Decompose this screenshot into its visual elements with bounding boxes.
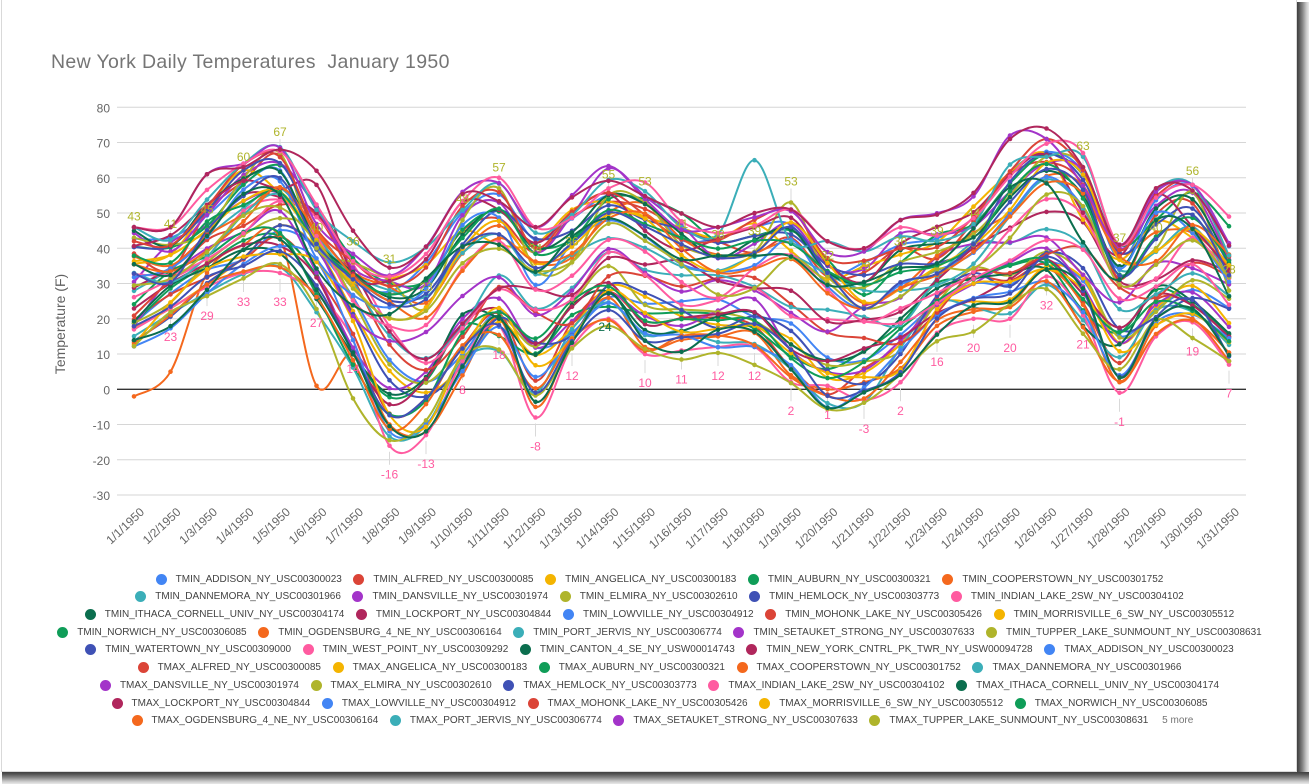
svg-text:33: 33 bbox=[237, 295, 251, 309]
svg-text:-30: -30 bbox=[93, 489, 111, 503]
svg-text:57: 57 bbox=[492, 160, 506, 174]
svg-text:27: 27 bbox=[310, 316, 324, 330]
svg-text:40: 40 bbox=[310, 220, 324, 234]
svg-text:24: 24 bbox=[598, 320, 612, 334]
svg-text:32: 32 bbox=[821, 249, 835, 263]
svg-text:80: 80 bbox=[97, 101, 111, 115]
svg-text:-3: -3 bbox=[859, 422, 870, 436]
svg-text:20: 20 bbox=[967, 341, 981, 355]
svg-text:19: 19 bbox=[1186, 344, 1200, 358]
svg-text:0: 0 bbox=[103, 383, 110, 397]
svg-text:-13: -13 bbox=[417, 457, 435, 471]
svg-text:23: 23 bbox=[419, 280, 433, 294]
svg-text:1/1/1950: 1/1/1950 bbox=[103, 505, 147, 547]
svg-text:1/7/1950: 1/7/1950 bbox=[322, 505, 366, 547]
svg-text:1/6/1950: 1/6/1950 bbox=[286, 505, 330, 547]
svg-text:12: 12 bbox=[748, 369, 762, 383]
svg-text:41: 41 bbox=[164, 217, 178, 231]
svg-text:7: 7 bbox=[1226, 387, 1233, 401]
svg-text:-8: -8 bbox=[530, 440, 541, 454]
svg-text:37: 37 bbox=[1113, 231, 1127, 245]
svg-text:10: 10 bbox=[97, 348, 111, 362]
svg-text:48: 48 bbox=[456, 192, 470, 206]
svg-text:-16: -16 bbox=[381, 468, 399, 482]
svg-text:36: 36 bbox=[346, 234, 360, 248]
svg-text:2: 2 bbox=[897, 404, 904, 418]
svg-text:1/3/1950: 1/3/1950 bbox=[176, 505, 220, 547]
svg-text:70: 70 bbox=[97, 137, 111, 151]
svg-text:39: 39 bbox=[930, 224, 944, 238]
svg-text:60: 60 bbox=[97, 172, 111, 186]
svg-text:55: 55 bbox=[602, 167, 616, 181]
svg-text:12: 12 bbox=[711, 369, 725, 383]
svg-text:20: 20 bbox=[97, 313, 111, 327]
svg-text:53: 53 bbox=[784, 175, 798, 189]
svg-text:1/8/1950: 1/8/1950 bbox=[359, 505, 403, 547]
svg-text:-10: -10 bbox=[93, 419, 111, 433]
svg-text:14: 14 bbox=[346, 362, 360, 376]
svg-text:-20: -20 bbox=[93, 454, 111, 468]
svg-text:56: 56 bbox=[1186, 164, 1200, 178]
svg-text:44: 44 bbox=[967, 206, 981, 220]
svg-text:23: 23 bbox=[164, 330, 178, 344]
svg-text:39: 39 bbox=[748, 224, 762, 238]
svg-text:30: 30 bbox=[97, 278, 111, 292]
svg-text:29: 29 bbox=[857, 259, 871, 273]
svg-text:40: 40 bbox=[1149, 220, 1163, 234]
svg-text:45: 45 bbox=[200, 203, 214, 217]
svg-text:-1: -1 bbox=[1114, 415, 1125, 429]
svg-text:67: 67 bbox=[273, 125, 287, 139]
svg-text:20: 20 bbox=[1003, 341, 1017, 355]
svg-text:1/4/1950: 1/4/1950 bbox=[213, 505, 257, 547]
svg-text:Temperature (F): Temperature (F) bbox=[52, 274, 68, 374]
svg-text:12: 12 bbox=[565, 369, 579, 383]
svg-text:50: 50 bbox=[97, 207, 111, 221]
svg-text:33: 33 bbox=[273, 295, 287, 309]
svg-text:53: 53 bbox=[638, 175, 652, 189]
svg-text:63: 63 bbox=[1076, 139, 1090, 153]
svg-text:1/2/1950: 1/2/1950 bbox=[140, 505, 184, 547]
svg-text:8: 8 bbox=[459, 383, 466, 397]
svg-text:1: 1 bbox=[824, 408, 831, 422]
svg-text:31: 31 bbox=[383, 252, 397, 266]
svg-text:60: 60 bbox=[237, 150, 251, 164]
svg-text:38: 38 bbox=[711, 227, 725, 241]
svg-text:1/5/1950: 1/5/1950 bbox=[249, 505, 293, 547]
svg-text:18: 18 bbox=[492, 348, 506, 362]
svg-text:2: 2 bbox=[788, 404, 795, 418]
svg-text:11: 11 bbox=[675, 373, 688, 387]
svg-text:43: 43 bbox=[127, 210, 141, 224]
svg-text:36: 36 bbox=[565, 234, 579, 248]
svg-text:29: 29 bbox=[200, 309, 214, 323]
svg-text:10: 10 bbox=[638, 376, 652, 390]
svg-text:21: 21 bbox=[1076, 337, 1090, 351]
svg-text:41: 41 bbox=[675, 217, 689, 231]
svg-text:16: 16 bbox=[930, 355, 944, 369]
svg-text:32: 32 bbox=[1040, 299, 1054, 313]
svg-text:40: 40 bbox=[97, 242, 111, 256]
svg-text:34: 34 bbox=[529, 242, 543, 256]
svg-text:28: 28 bbox=[1222, 263, 1236, 277]
svg-text:36: 36 bbox=[894, 234, 908, 248]
